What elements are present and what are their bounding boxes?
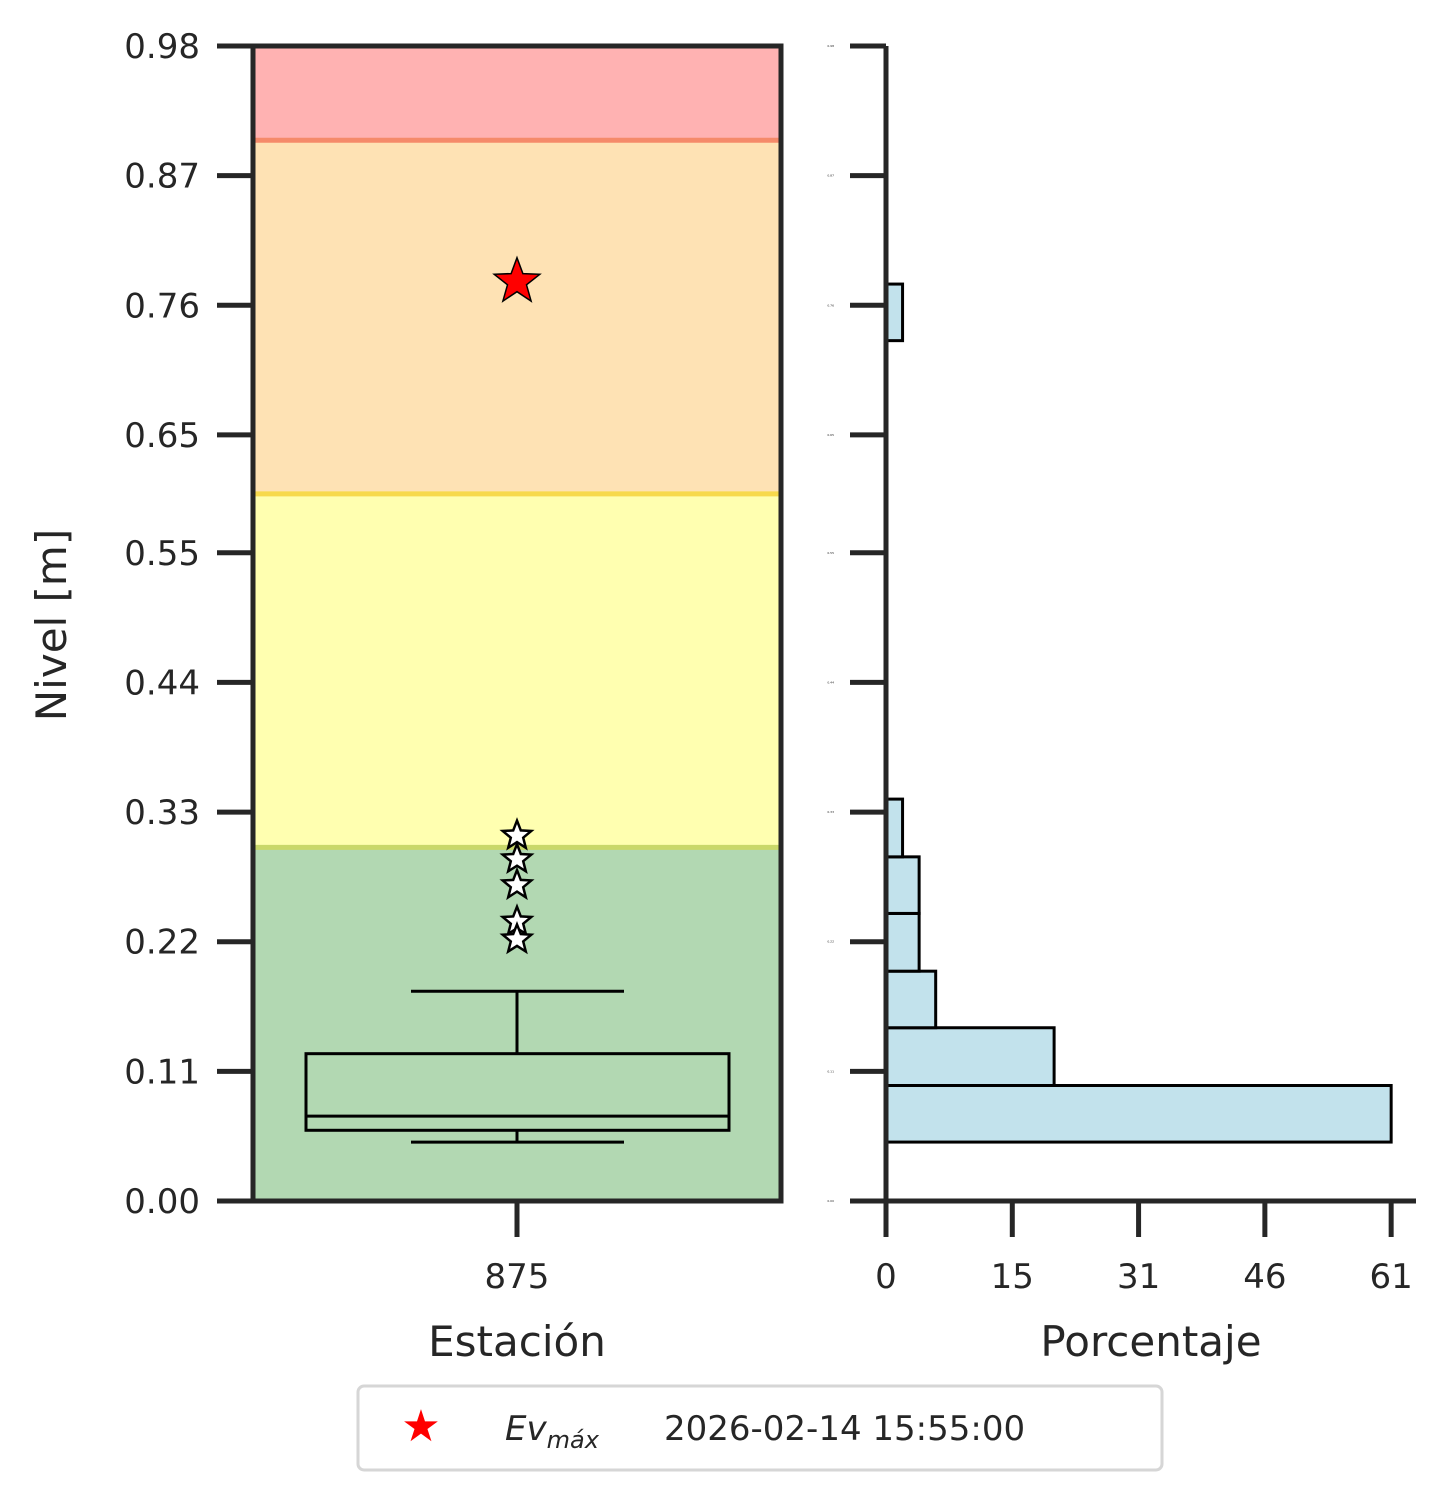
- hist-x-tick-label: 61: [1370, 1257, 1413, 1297]
- threshold-band-3: [253, 46, 781, 141]
- hist-x-axis-ticks: 0 15 31 46 61: [875, 1201, 1413, 1297]
- max-event-marker: [492, 255, 542, 303]
- histogram-bar-1: [884, 1026, 1056, 1087]
- outlier-star-icon-4: [499, 920, 535, 955]
- hist-x-tick-label: 15: [991, 1257, 1034, 1297]
- histogram-panel: 0.98 0.87 0.76 0.65 0.55 0.44 0.33 0.22 0.11 0.00…: [827, 43, 1416, 1366]
- histogram-bar-3: [884, 911, 921, 973]
- x-axis-ticks: 875: [485, 1201, 550, 1297]
- y-axis-title: Nivel [m]: [27, 529, 76, 722]
- hist-x-tick-label: 31: [1117, 1257, 1160, 1297]
- legend-label-sub: máx: [547, 1426, 600, 1454]
- legend: ★ Evmáx 2026-02-14 15:55:00: [356, 1384, 1164, 1472]
- legend-label-base: Ev: [505, 1409, 547, 1449]
- y-axis-ticks: 0.98 0.87 0.76 0.65 0.55 0.44 0.33 0.22 0.11 0.00: [124, 27, 253, 1222]
- legend-date: 2026-02-14 15:55:00: [664, 1409, 1025, 1449]
- y-tick-label: 0.22: [124, 923, 200, 963]
- legend-star-icon: ★: [401, 1401, 440, 1452]
- hist-y-tick-label: 0.87: [827, 174, 834, 178]
- hist-y-tick-label: 0.11: [827, 1069, 834, 1073]
- hist-y-tick-label: 0.65: [827, 433, 834, 437]
- y-tick-label: 0.11: [124, 1052, 200, 1092]
- histogram-bar-2: [884, 969, 938, 1030]
- y-tick-label: 0.55: [124, 534, 200, 574]
- y-tick-label: 0.00: [124, 1182, 200, 1222]
- x-axis-title: Estación: [428, 1317, 606, 1366]
- boxplot-panel: 0.98 0.87 0.76 0.65 0.55 0.44 0.33 0.22 0.11 0.00…: [27, 27, 784, 1366]
- boxplot: [304, 989, 731, 1144]
- iqr-box: [304, 1052, 731, 1132]
- y-tick-label: 0.98: [124, 27, 200, 67]
- max-event-star-icon: [492, 255, 542, 303]
- histogram-bar-0: [884, 1084, 1393, 1144]
- histogram-bar-4: [884, 855, 921, 915]
- x-tick-label: 875: [485, 1257, 550, 1297]
- hist-x-tick-label: 46: [1243, 1257, 1286, 1297]
- y-tick-label: 0.44: [124, 663, 200, 703]
- y-tick-label: 0.33: [124, 793, 200, 833]
- hist-y-axis-ticks: 0.98 0.87 0.76 0.65 0.55 0.44 0.33 0.22 0.11 0.00: [827, 43, 886, 1204]
- y-tick-label: 0.65: [124, 416, 200, 456]
- hist-x-tick-label: 0: [875, 1257, 897, 1297]
- hist-y-tick-label: 0.98: [827, 44, 834, 48]
- legend-label: Evmáx: [505, 1409, 600, 1454]
- y-tick-label: 0.87: [124, 157, 200, 197]
- outlier-star-icon-2: [499, 866, 535, 901]
- threshold-band-1: [253, 493, 781, 848]
- outlier-markers: [499, 817, 535, 955]
- legend-box: [356, 1384, 1164, 1472]
- outlier-star-icon-1: [499, 840, 535, 875]
- hist-y-tick-label: 0.44: [827, 680, 834, 684]
- hist-y-tick-label: 0.55: [827, 551, 834, 555]
- hist-y-tick-label: 0.00: [827, 1199, 834, 1203]
- hist-y-tick-label: 0.22: [827, 940, 834, 944]
- y-tick-label: 0.76: [124, 286, 200, 326]
- hist-x-axis-title: Porcentaje: [1040, 1317, 1261, 1366]
- hist-y-tick-label: 0.76: [827, 303, 834, 307]
- hist-y-tick-label: 0.33: [827, 810, 834, 814]
- histogram-bars: [884, 282, 1393, 1144]
- threshold-band-2: [253, 140, 781, 494]
